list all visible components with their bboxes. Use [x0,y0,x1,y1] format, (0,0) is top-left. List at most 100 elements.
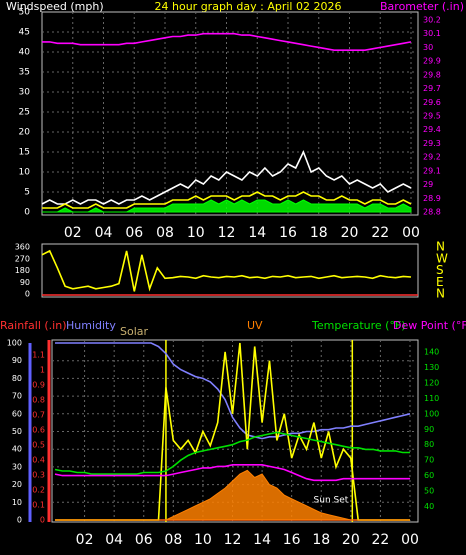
y-tick-label: 30 [19,88,31,98]
y-tick-label: 360 [15,243,30,252]
y3-tick-label: 0.7 [32,411,45,420]
y2-tick-label: 80 [424,440,434,449]
y-tick-label: 270 [15,254,30,263]
annotation: Sun Set [314,496,349,506]
y-tick-label: 20 [12,480,22,489]
x-tick-label: 02 [64,225,82,241]
barometer-axis-label: Barometer (.in) [380,0,464,13]
legend-entry: Humidity [66,319,116,332]
series-line [54,464,410,482]
y2-tick-label: 29.2 [423,153,441,162]
y2-tick-label: 30.1 [423,29,441,38]
y-tick-label: 30 [12,462,22,471]
legend-entry: Rainfall (.in) [0,319,67,332]
y2-tick-label: S [436,263,444,277]
wind-axis-label: Windspeed (mph) [6,0,104,13]
x-tick-label: 18 [312,532,330,548]
y2-tick-label: 70 [424,456,434,465]
y-tick-label: 90 [12,356,22,365]
series-line [41,149,412,205]
x-tick-label: 00 [401,532,419,548]
y2-tick-label: 50 [424,487,434,496]
y2-tick-label: 30 [423,43,433,52]
y-tick-label: 25 [19,108,30,118]
legend-entry: Solar [120,325,149,338]
series-line [55,342,411,440]
series-line [42,191,412,209]
y-tick-label: 180 [15,266,30,275]
y-tick-label: 70 [12,392,22,401]
series-line [42,32,412,51]
x-tick-label: 04 [105,532,123,548]
x-tick-label: 06 [125,225,143,241]
y3-tick-label: 0 [40,516,45,525]
y-tick-label: 50 [19,8,31,18]
x-tick-label: 08 [156,225,174,241]
y-tick-label: 100 [7,339,22,348]
legend-entry: Dew Point (°F) [393,319,466,332]
series-line [41,249,412,292]
y3-tick-label: 1.1 [32,351,45,360]
y3-tick-label: 0.1 [32,501,45,510]
y2-tick-label: 29.3 [423,139,441,148]
x-tick-label: 22 [371,225,389,241]
x-tick-label: 16 [279,225,297,241]
y-tick-label: 5 [24,188,30,198]
y3-tick-label: 0.6 [32,426,45,435]
y2-tick-label: 130 [424,363,439,372]
y3-tick-label: 0.9 [32,381,45,390]
y2-tick-label: E [436,275,444,289]
plot-area [41,11,419,216]
y-tick-label: 0 [25,290,30,299]
y-tick-label: 60 [12,409,22,418]
y-tick-label: 40 [12,445,22,454]
series-line [54,431,410,475]
y2-tick-label: 30.2 [423,16,441,25]
y2-tick-label: 100 [424,409,439,418]
y2-tick-label: 29.4 [423,125,441,134]
y-tick-label: 90 [20,278,30,287]
y2-tick-label: 29.8 [423,70,441,79]
plot-area [41,243,419,298]
x-tick-label: 12 [224,532,242,548]
x-tick-label: 18 [310,225,328,241]
y2-tick-label: N [436,240,445,254]
chart-title: 24 hour graph day : April 02 2026 [155,0,342,13]
x-tick-label: 14 [248,225,266,241]
y2-tick-label: 90 [424,425,434,434]
y3-tick-label: 1 [40,366,45,375]
x-tick-label: 06 [135,532,153,548]
y2-tick-label: 28.9 [423,194,441,203]
y3-tick-label: 0.4 [32,456,45,465]
y-tick-label: 0 [24,208,30,218]
y3-tick-label: 0.8 [32,396,45,405]
y2-tick-label: 29.1 [423,166,441,175]
y-tick-label: 15 [19,148,30,158]
y2-tick-label: 140 [424,348,439,357]
y2-tick-label: W [436,251,448,265]
legend-entry: Temperature (°F) [311,319,406,332]
y2-tick-label: 29 [423,180,433,189]
x-tick-label: 20 [342,532,360,548]
y3-tick-label: 0.3 [32,471,45,480]
y2-tick-label: 120 [424,378,439,387]
legend-entry: UV [247,319,263,332]
series-area [42,199,412,213]
x-tick-label: 04 [95,225,113,241]
y2-tick-label: 40 [424,502,434,511]
y-tick-label: 20 [19,128,31,138]
y2-tick-label: 29.6 [423,98,441,107]
y2-tick-label: 29.9 [423,57,441,66]
y2-tick-label: 29.7 [423,84,441,93]
x-tick-label: 20 [341,225,359,241]
x-tick-label: 22 [372,532,390,548]
x-tick-label: 00 [402,225,420,241]
x-tick-label: 10 [194,532,212,548]
y-tick-label: 50 [12,427,22,436]
y-tick-label: 10 [12,498,22,507]
y3-tick-label: 0.5 [32,441,45,450]
y-tick-label: 40 [19,48,31,58]
x-tick-label: 02 [76,532,94,548]
x-tick-label: 16 [283,532,301,548]
